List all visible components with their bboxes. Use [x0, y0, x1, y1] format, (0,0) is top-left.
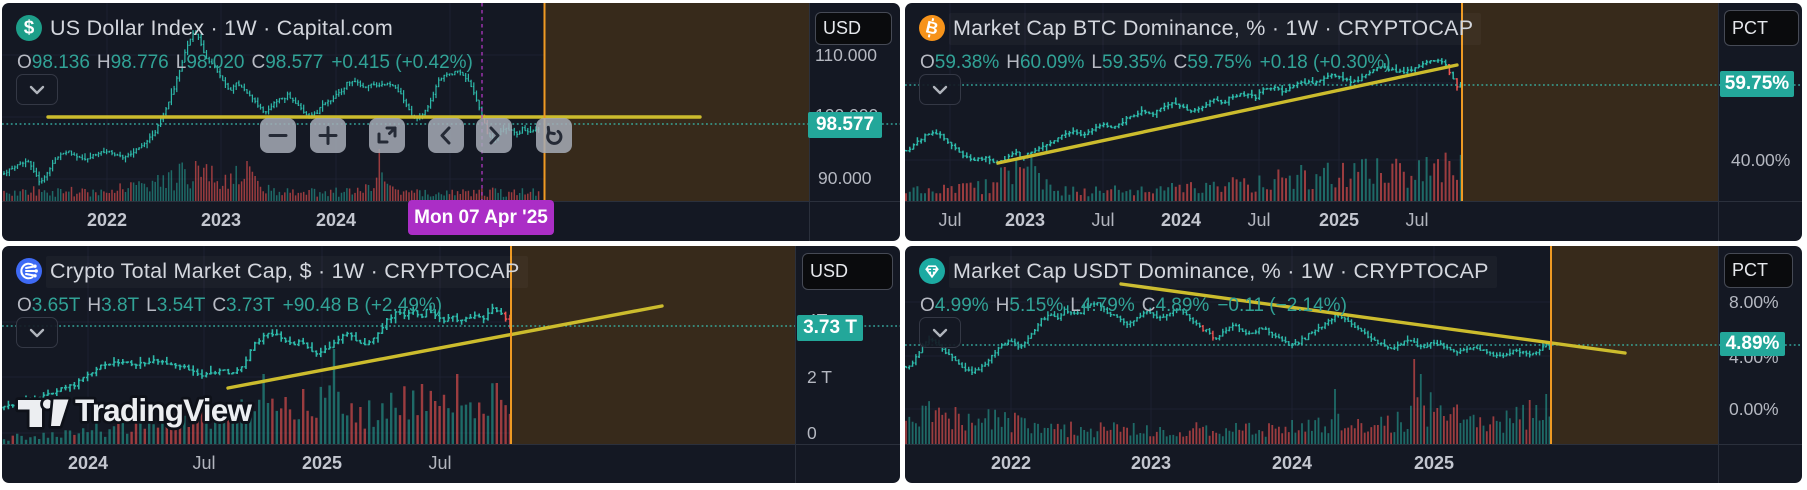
svg-text:$: $ [24, 18, 35, 39]
svg-text:B: B [924, 17, 940, 38]
svg-text:TradingView: TradingView [75, 392, 252, 428]
